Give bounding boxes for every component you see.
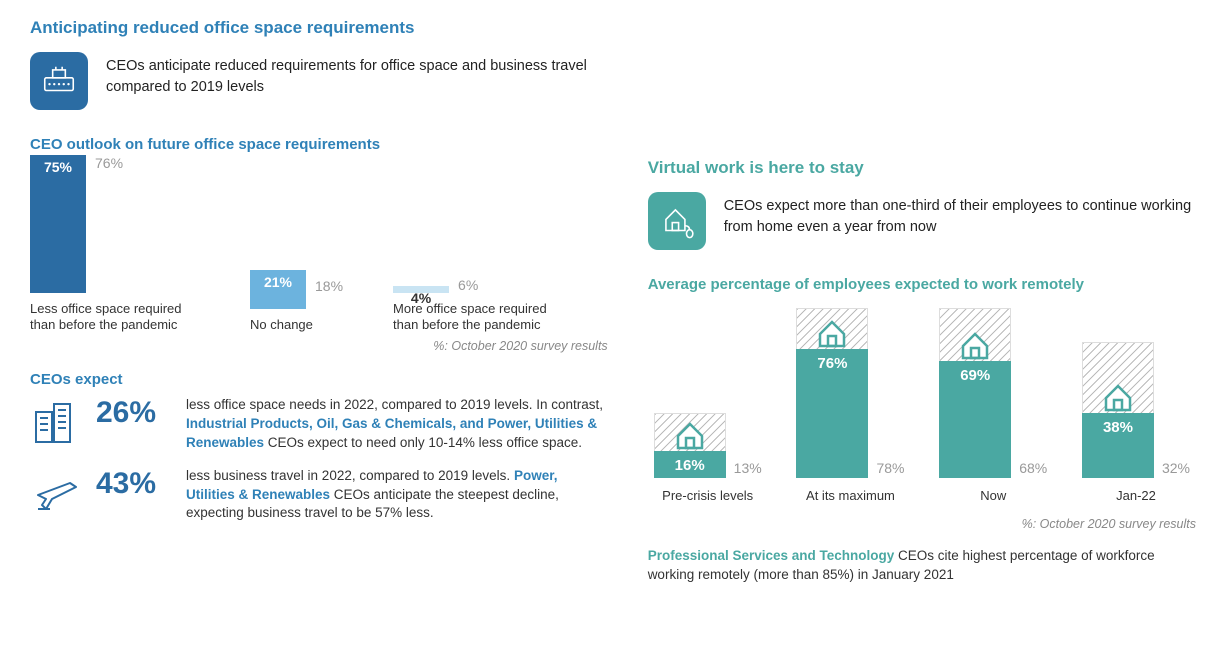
left-intro-text: CEOs anticipate reduced requirements for… [106, 52, 608, 98]
chart1-bar-group: 4% 6% More office space required than be… [393, 153, 563, 334]
chart2-ghost-label: 13% [734, 460, 762, 476]
chart2-fill: 69% [939, 361, 1011, 478]
chart1-title: CEO outlook on future office space requi… [30, 136, 608, 153]
chart2-value-label: 69% [960, 367, 990, 384]
stat-text: less office space needs in 2022, compare… [186, 396, 608, 453]
stat-text: less business travel in 2022, compared t… [186, 467, 608, 524]
right-intro-text: CEOs expect more than one-third of their… [724, 192, 1196, 238]
chart2-bar-group: 16% 13% Pre-crisis levels [648, 308, 768, 503]
chart2-bar-group: 76% 78% At its maximum [790, 308, 910, 503]
chart2-ghost-label: 68% [1019, 460, 1047, 476]
plane-icon [30, 467, 82, 519]
chart2-bar: 69% [939, 308, 1011, 478]
right-bottom-text: Professional Services and Technology CEO… [648, 547, 1196, 585]
chart2-fill: 38% [1082, 413, 1154, 478]
home-icon-badge [648, 192, 706, 250]
stat-row: 26% less office space needs in 2022, com… [30, 396, 608, 453]
chart2-category-label: Jan-22 [1116, 488, 1156, 503]
chart1-ghost-label: 18% [315, 278, 343, 294]
home-mouse-icon [658, 202, 696, 240]
chart1-category-label: No change [250, 317, 313, 333]
chart2-category-label: Now [980, 488, 1006, 503]
chart2-title: Average percentage of employees expected… [648, 276, 1196, 293]
chart2-category-label: At its maximum [806, 488, 895, 503]
chart1-footnote: %: October 2020 survey results [30, 339, 608, 353]
chart2-footnote: %: October 2020 survey results [648, 517, 1196, 531]
chart2-category-label: Pre-crisis levels [662, 488, 753, 503]
chart2-bar-group: 69% 68% Now [933, 308, 1053, 503]
chart1-bar: 75% [30, 155, 86, 293]
chart1-category-label: Less office space required than before t… [30, 301, 200, 334]
buildings-icon [30, 396, 82, 448]
chart2-bar-group: 38% 32% Jan-22 [1076, 308, 1196, 503]
chart1-bar-group: 75% 76% Less office space required than … [30, 153, 200, 334]
chart1-category-label: More office space required than before t… [393, 301, 563, 334]
chart1-bar: 4% [393, 286, 449, 293]
chart1: 75% 76% Less office space required than … [30, 163, 608, 333]
chart2-ghost-label: 32% [1162, 460, 1190, 476]
stat-number: 26% [96, 396, 172, 428]
stat-number: 43% [96, 467, 172, 499]
chart2-ghost-label: 78% [876, 460, 904, 476]
right-bottom-highlight: Professional Services and Technology [648, 548, 895, 563]
chart1-ghost-label: 6% [458, 277, 478, 293]
house-icon [1102, 382, 1134, 419]
office-icon-badge [30, 52, 88, 110]
chart1-bar-group: 21% 18% No change [250, 169, 343, 333]
ceos-expect-title: CEOs expect [30, 371, 608, 388]
chart2-fill: 76% [796, 349, 868, 478]
chart2-value-label: 38% [1103, 419, 1133, 436]
house-icon [959, 330, 991, 367]
chart2: 16% 13% Pre-crisis levels 76% [648, 303, 1196, 503]
stat-row: 43% less business travel in 2022, compar… [30, 467, 608, 524]
chart2-bar: 76% [796, 308, 868, 478]
office-icon [40, 62, 78, 100]
chart2-bar: 38% [1082, 342, 1154, 478]
house-icon [674, 420, 706, 457]
chart2-bar: 16% [654, 413, 726, 478]
chart1-bar: 21% [250, 270, 306, 309]
chart1-ghost-label: 76% [95, 155, 123, 171]
right-section-title: Virtual work is here to stay [648, 158, 1196, 178]
chart2-value-label: 16% [675, 457, 705, 474]
house-icon [816, 318, 848, 355]
left-section-title: Anticipating reduced office space requir… [30, 18, 608, 38]
chart2-value-label: 76% [817, 355, 847, 372]
